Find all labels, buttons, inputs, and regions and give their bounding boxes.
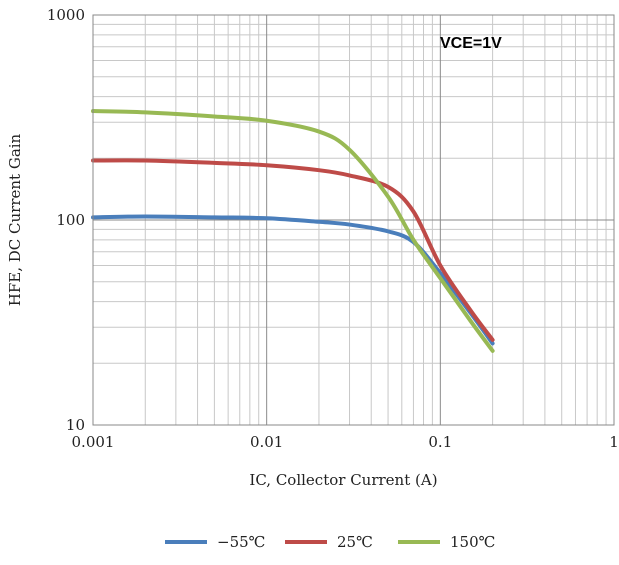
series-line-0 <box>91 214 495 346</box>
x-tick-label: 0.1 <box>428 433 452 451</box>
series-layer <box>91 109 495 353</box>
x-tick-label: 0.001 <box>72 433 115 451</box>
y-axis-label: HFE, DC Current Gain <box>6 133 24 306</box>
legend-label-1: 25℃ <box>337 533 373 551</box>
tick-labels: 0.001 0.01 0.1 1 10 100 1000 <box>47 6 619 451</box>
x-tick-label: 0.01 <box>250 433 283 451</box>
legend-label-0: −55℃ <box>217 533 265 551</box>
y-tick-label: 10 <box>66 416 85 434</box>
x-tick-label: 1 <box>609 433 619 451</box>
annotation-label: VCE=1V <box>440 35 502 52</box>
legend-label-2: 150℃ <box>450 533 495 551</box>
series-line-1 <box>91 158 495 342</box>
y-tick-label: 100 <box>56 211 85 229</box>
legend: −55℃ 25℃ 150℃ <box>165 533 495 551</box>
series-line-2 <box>91 109 495 353</box>
y-tick-label: 1000 <box>47 6 85 24</box>
x-axis-label: IC, Collector Current (A) <box>249 471 437 489</box>
plot-frame <box>92 14 615 426</box>
